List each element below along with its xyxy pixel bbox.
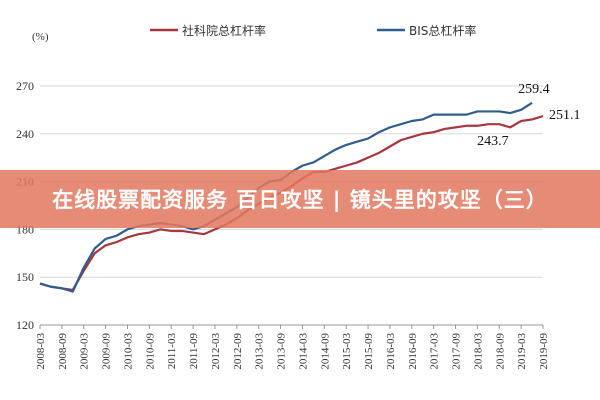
x-tick-label: 2017-09 <box>451 333 463 370</box>
y-tick-label: 270 <box>16 79 34 93</box>
x-tick-label: 2019-09 <box>538 333 550 370</box>
y-tick-label: 240 <box>16 127 34 141</box>
x-tick-label: 2012-09 <box>232 333 244 370</box>
x-tick-label: 2016-03 <box>385 333 397 370</box>
x-tick-label: 2015-09 <box>363 333 375 370</box>
annotation-value-label: 243.7 <box>477 134 509 149</box>
end-value-label: 251.1 <box>549 108 581 123</box>
x-tick-label: 2009-03 <box>79 333 91 370</box>
y-tick-label: 120 <box>16 318 34 332</box>
legend: 社科院总杠杆率 BIS总杠杆率 <box>150 23 476 38</box>
x-tick-label: 2013-03 <box>254 333 266 370</box>
x-tick-label: 2011-09 <box>188 333 200 370</box>
legend-label: BIS总杠杆率 <box>409 23 476 38</box>
x-tick-label: 2010-03 <box>122 333 134 370</box>
x-tick-label: 2018-09 <box>494 333 506 370</box>
y-axis-unit-label: (%) <box>32 31 49 43</box>
data-labels: 251.1 243.7 259.4 <box>477 82 580 149</box>
x-tick-label: 2013-09 <box>276 333 288 370</box>
x-tick-label: 2009-09 <box>101 333 113 370</box>
x-tick-label: 2014-09 <box>319 333 331 370</box>
end-value-label: 259.4 <box>518 82 550 97</box>
x-tick-label: 2012-03 <box>210 333 222 370</box>
x-tick-label: 2014-03 <box>297 333 309 370</box>
legend-label: 社科院总杠杆率 <box>182 23 266 38</box>
x-tick-label: 2010-09 <box>144 333 156 370</box>
x-tick-label: 2008-03 <box>35 333 47 370</box>
x-tick-label: 2016-09 <box>407 333 419 370</box>
x-tick-label: 2008-09 <box>57 333 69 370</box>
x-tick-label: 2017-03 <box>429 333 441 370</box>
x-tick-label: 2011-03 <box>166 333 178 370</box>
overlay-title-banner: 在线股票配资服务 百日攻坚 | 镜头里的攻坚（三） <box>0 170 600 228</box>
y-tick-label: 150 <box>16 270 34 284</box>
x-tick-label: 2018-03 <box>472 333 484 370</box>
x-tick-label: 2015-03 <box>341 333 353 370</box>
x-tick-label: 2019-03 <box>516 333 528 370</box>
